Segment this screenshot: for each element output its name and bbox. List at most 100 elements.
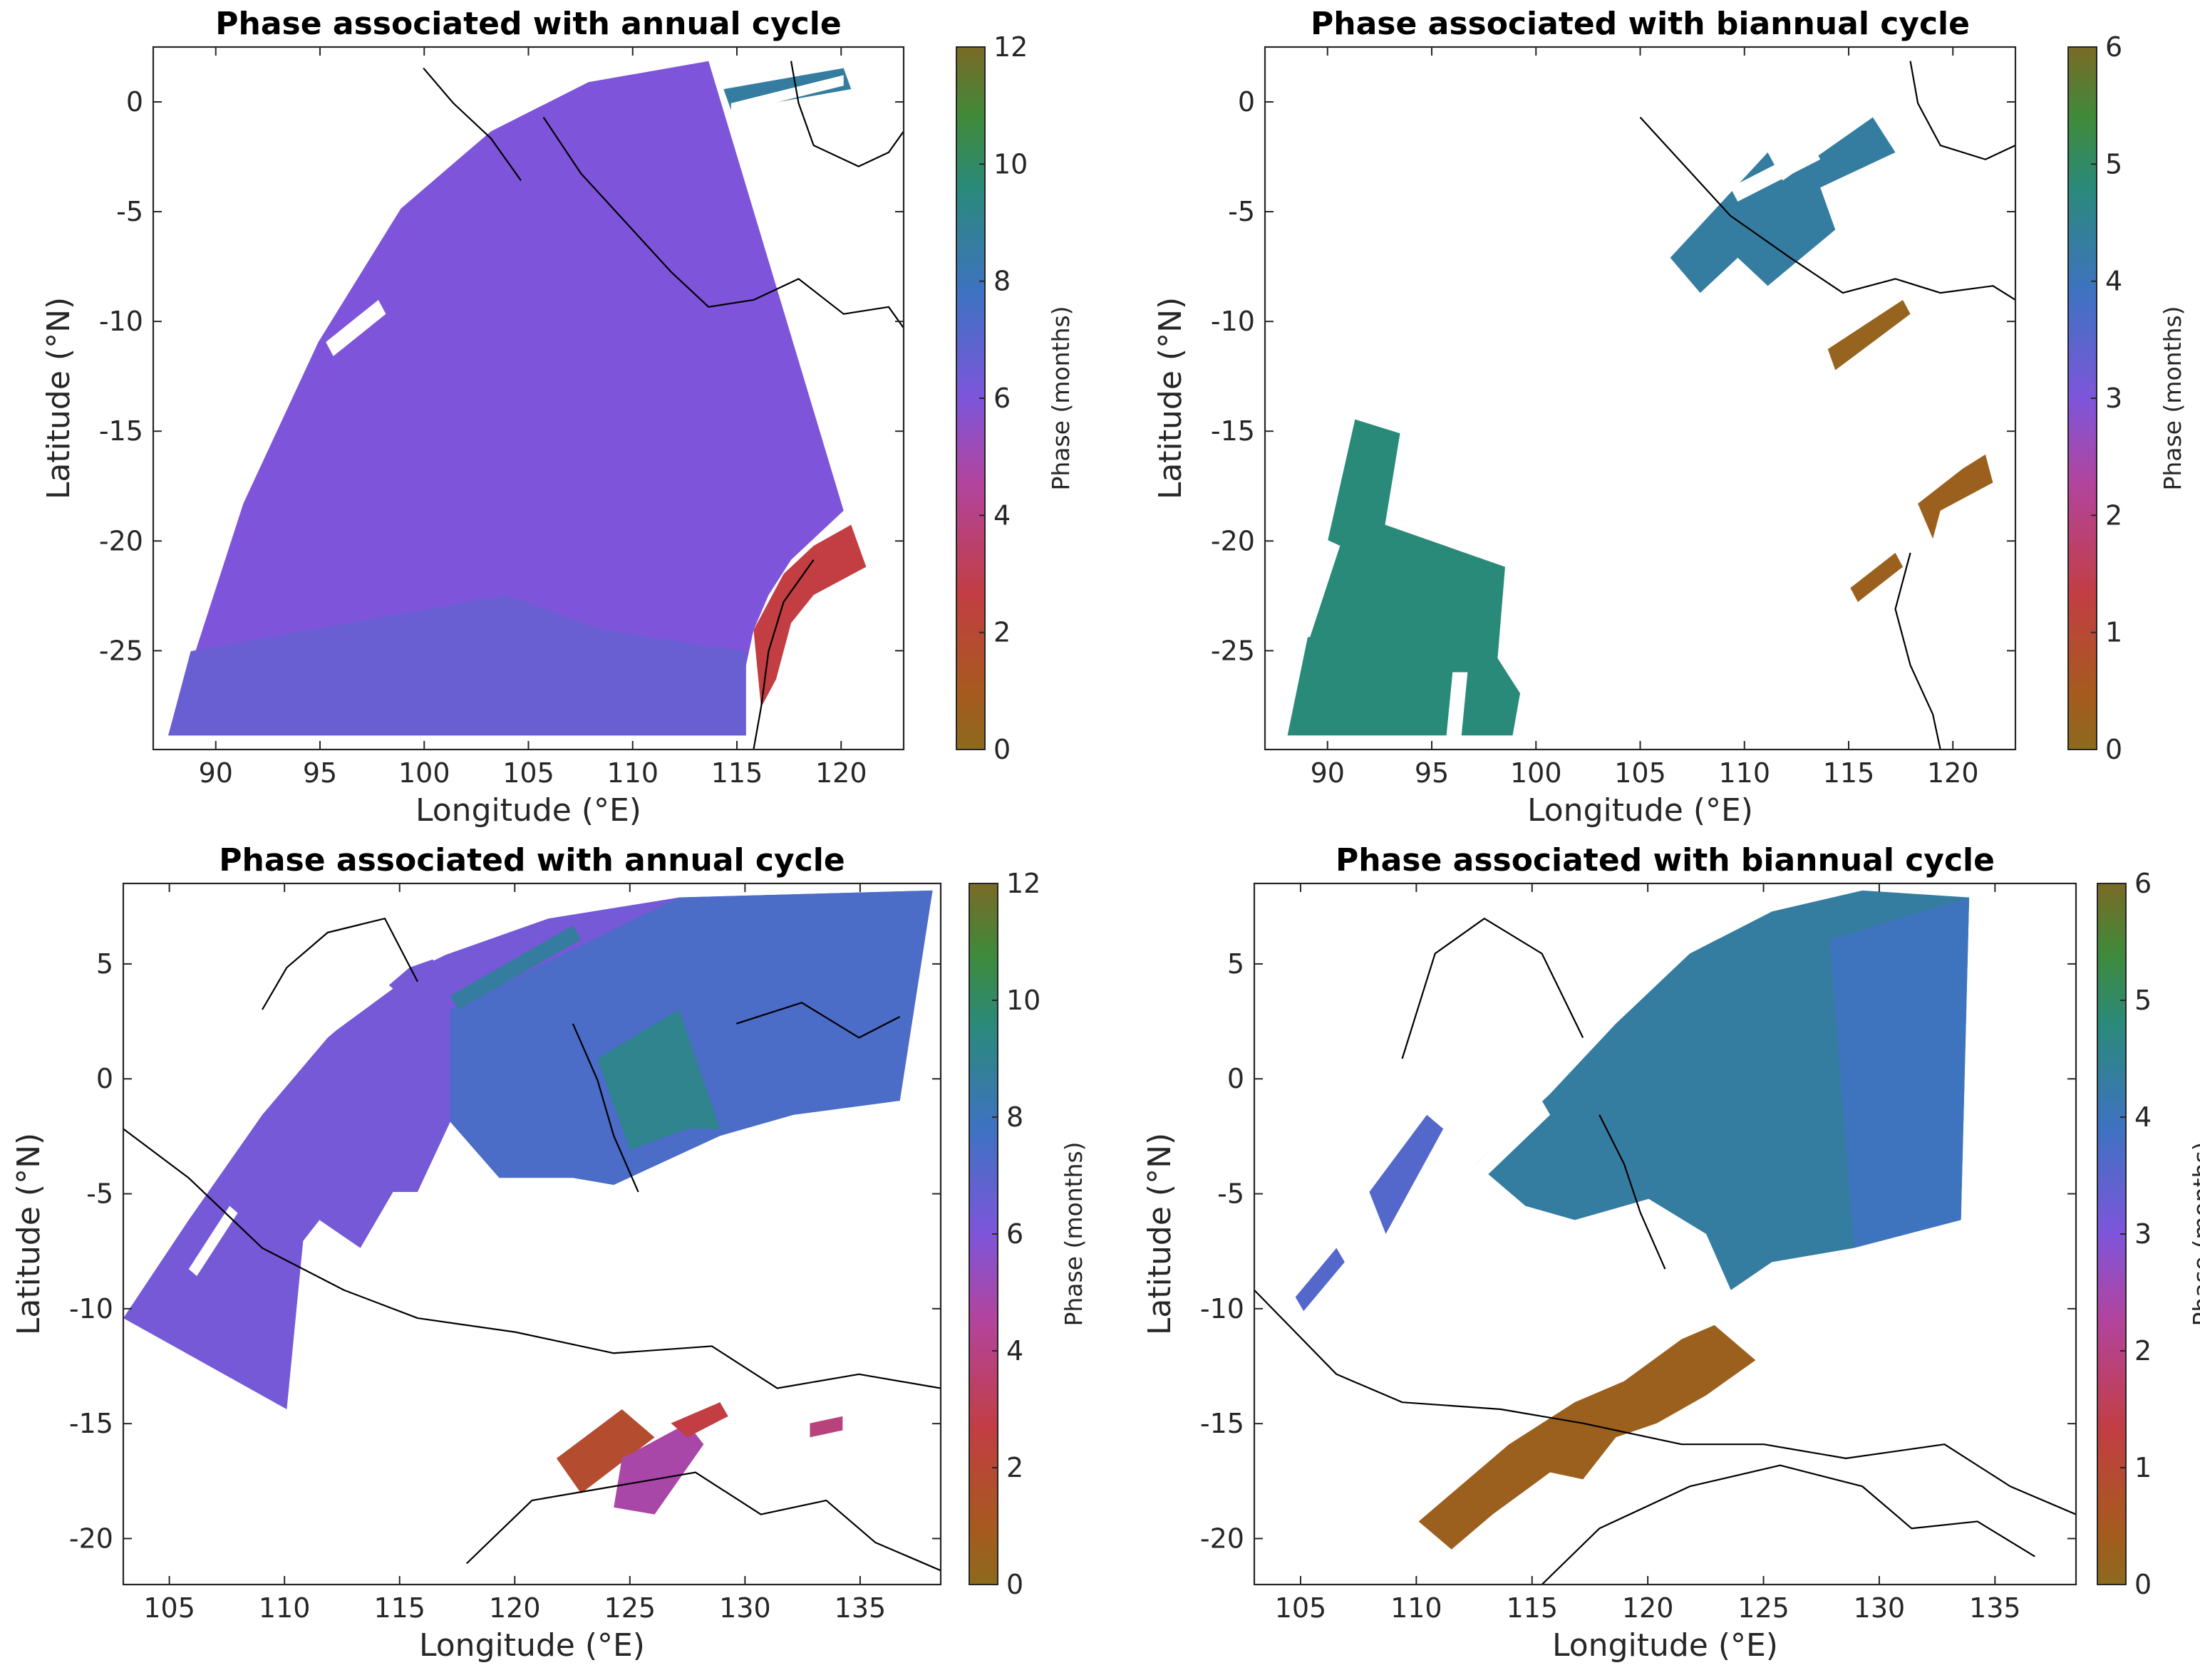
data-gap-3	[730, 75, 844, 114]
colorbar-tick-label: 3	[2105, 383, 2122, 414]
colorbar: 0 2 4 6 8 10 12 Phase (months)	[956, 31, 1075, 765]
phase-region-2	[1287, 419, 1521, 736]
x-tick-label: 120	[1622, 1592, 1674, 1624]
colorbar-tick-label: 1	[2105, 617, 2122, 648]
x-tick-label: 110	[259, 1592, 311, 1624]
phase-region-2	[1829, 897, 1970, 1248]
y-axis-label: Latitude (°N)	[1142, 1133, 1178, 1335]
y-tick-label: -5	[116, 196, 143, 227]
colorbar-tick-label: 4	[1006, 1335, 1023, 1367]
colorbar-tick-label: 12	[993, 31, 1028, 63]
coastline-1	[123, 1128, 941, 1389]
x-tick-label: 90	[199, 757, 233, 789]
coastline-4	[423, 67, 522, 181]
y-tick-label: -20	[1200, 1523, 1244, 1554]
coastline-4	[465, 1471, 941, 1572]
y-tick-label: 0	[1227, 1063, 1244, 1094]
phase-region-5	[614, 1423, 704, 1515]
data-gap-1	[326, 299, 386, 356]
colorbar-tick-label: 10	[993, 148, 1028, 180]
data-gap-1	[188, 1205, 238, 1277]
y-axis-label: Latitude (°N)	[11, 1133, 47, 1335]
y-tick-label: -10	[69, 1293, 113, 1324]
colorbar-tick-label: 8	[1006, 1101, 1023, 1133]
colorbar-tick-label: 6	[1006, 1218, 1023, 1250]
colorbar-label: Phase (months)	[2159, 306, 2186, 490]
x-tick-label: 95	[303, 757, 337, 789]
colorbar-tick-label: 6	[2134, 868, 2152, 899]
y-tick-label: -15	[69, 1408, 113, 1439]
x-tick-label: 105	[1275, 1592, 1327, 1624]
y-tick-label: 0	[96, 1063, 113, 1094]
x-tick-label: 125	[1737, 1592, 1790, 1624]
y-tick-label: -20	[99, 525, 143, 556]
phase-region-3	[1369, 1114, 1444, 1234]
colorbar-tick-label: 6	[2105, 31, 2122, 63]
colorbar-tick-label: 0	[2105, 734, 2122, 765]
chart-title: Phase associated with annual cycle	[219, 842, 845, 878]
x-axis-label: Longitude (°E)	[1552, 1627, 1778, 1664]
y-tick-label: 0	[126, 86, 143, 118]
colorbar-tick-label: 2	[2105, 499, 2122, 531]
coastline-3	[1599, 1114, 1666, 1270]
y-tick-label: -15	[1211, 415, 1255, 447]
colorbar-tick-label: 2	[993, 617, 1011, 648]
phase-region-8	[450, 925, 582, 1010]
colorbar-tick-label: 5	[2134, 985, 2152, 1016]
y-tick-label: -20	[69, 1523, 113, 1554]
phase-region-4	[556, 1409, 655, 1494]
y-tick-label: -5	[1217, 1178, 1244, 1210]
y-tick-label: -10	[1211, 306, 1255, 337]
panel-1: Phase associated with annual cycle 90 95 10…	[41, 6, 1075, 829]
colorbar-tick-label: 4	[2105, 266, 2122, 297]
x-tick-label: 105	[1614, 757, 1666, 789]
data-gap-2	[198, 497, 244, 581]
colorbar: 0 2 4 6 8 10 12 Phase (months)	[969, 868, 1088, 1600]
colorbar-label: Phase (months)	[2188, 1141, 2200, 1326]
x-axis-label: Longitude (°E)	[1527, 792, 1753, 829]
x-tick-label: 120	[1927, 757, 1979, 789]
x-tick-label: 90	[1311, 757, 1345, 789]
colorbar-tick-label: 0	[993, 734, 1011, 765]
y-tick-label: -25	[99, 635, 143, 666]
y-tick-label: -5	[1228, 196, 1255, 227]
data-gap-2	[1445, 672, 1468, 750]
coastline-1	[1254, 1289, 2076, 1515]
x-tick-label: 115	[373, 1592, 425, 1624]
colorbar-tick-label: 12	[1006, 868, 1040, 899]
data-gap-3	[425, 925, 492, 961]
plot-area	[123, 883, 941, 1585]
y-axis-label: Latitude (°N)	[41, 297, 77, 499]
x-tick-label: 115	[1506, 1592, 1558, 1624]
phase-region-3	[753, 524, 867, 707]
phase-region-5	[1850, 552, 1904, 602]
x-axis-label: Longitude (°E)	[415, 792, 641, 829]
data-gap-2	[327, 981, 393, 1031]
x-axis-label: Longitude (°E)	[419, 1627, 645, 1664]
y-tick-label: 5	[96, 948, 113, 980]
colorbar-tick-label: 5	[2105, 148, 2122, 180]
colorbar-tick-label: 2	[1006, 1452, 1023, 1483]
colorbar-tick-label: 4	[2134, 1101, 2152, 1133]
x-tick-label: 110	[1718, 757, 1770, 789]
coastline-1	[1639, 116, 2015, 301]
axes-frame	[122, 882, 942, 1586]
x-tick-label: 95	[1415, 757, 1449, 789]
plot-area	[153, 47, 904, 750]
x-tick-label: 110	[1390, 1592, 1442, 1624]
coastline-2	[1909, 61, 2015, 160]
colorbar-tick-label: 6	[993, 383, 1011, 414]
y-tick-label: -5	[86, 1178, 113, 1210]
y-tick-label: 5	[1227, 948, 1244, 980]
x-tick-label: 105	[143, 1592, 195, 1624]
colorbar: 0 1 2 3 4 5 6 Phase (months)	[2067, 31, 2186, 765]
x-tick-label: 125	[604, 1592, 656, 1624]
x-tick-label: 135	[835, 1592, 887, 1624]
x-tick-label: 130	[719, 1592, 771, 1624]
y-tick-label: -15	[99, 415, 143, 447]
colorbar-tick-label: 1	[2134, 1452, 2152, 1483]
coastline-3	[1894, 552, 1941, 750]
colorbar-tick-label: 3	[2134, 1218, 2152, 1250]
